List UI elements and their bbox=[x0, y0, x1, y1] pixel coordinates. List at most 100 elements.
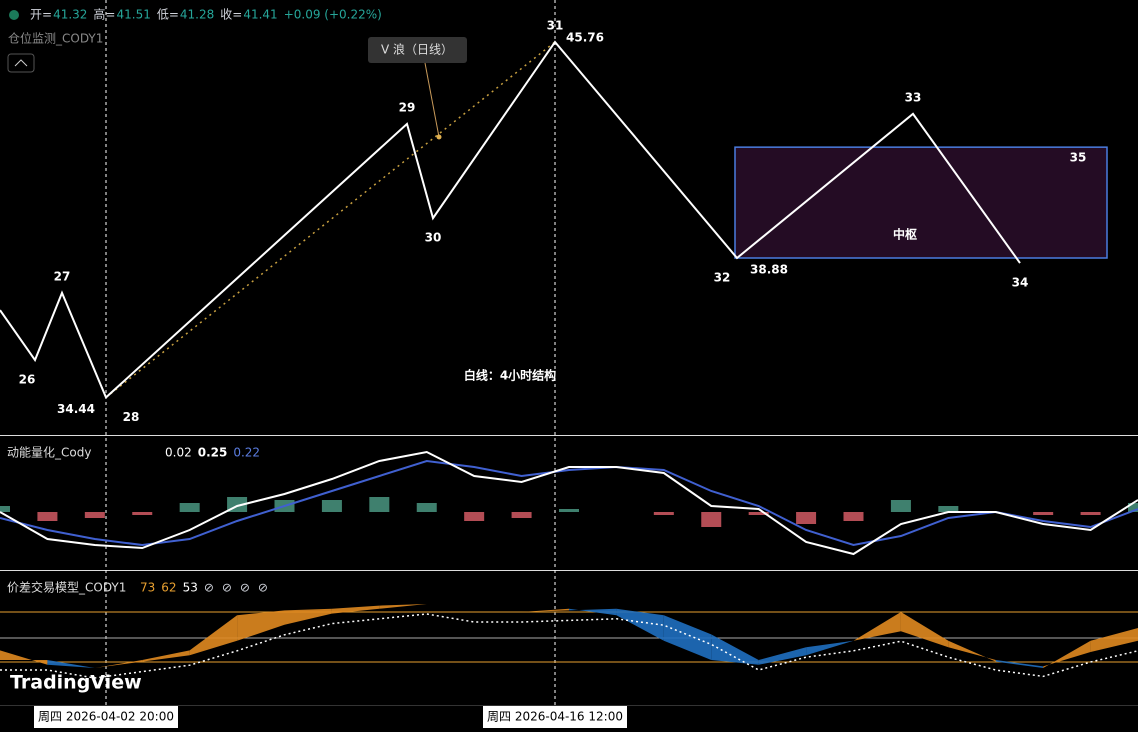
spread-fill bbox=[94, 660, 143, 668]
ohlc-label: 开= bbox=[30, 8, 52, 22]
histogram-bar bbox=[1080, 512, 1101, 515]
ohlc-value: 41.51 bbox=[116, 8, 150, 22]
histogram-bar bbox=[890, 500, 911, 512]
histogram-bar bbox=[1128, 503, 1138, 512]
pane-name: 价差交易模型_CODY1 bbox=[7, 580, 126, 595]
momentum-slow bbox=[0, 459, 1138, 547]
pivot-label: 26 bbox=[19, 373, 36, 387]
histogram-bar bbox=[938, 506, 959, 512]
status-dot bbox=[9, 10, 19, 20]
spread-fill bbox=[379, 604, 427, 609]
center-label: 中枢 bbox=[893, 227, 917, 242]
histogram-bar bbox=[84, 512, 105, 518]
wave-label-box bbox=[368, 37, 467, 63]
histogram-bar bbox=[748, 512, 769, 515]
annotation-pointer bbox=[424, 62, 440, 138]
spread-fill bbox=[237, 610, 285, 641]
histogram-bar bbox=[369, 497, 390, 512]
ohlc-value: 41.41 bbox=[243, 8, 277, 22]
pivot-label: 28 bbox=[123, 410, 140, 424]
annotation-dot bbox=[436, 134, 442, 140]
histogram-bar bbox=[321, 500, 342, 512]
histogram-bar bbox=[559, 509, 579, 512]
spread-fill bbox=[853, 612, 901, 641]
ohlc-label: 低= bbox=[157, 8, 179, 22]
price-label: 34.44 bbox=[57, 402, 95, 416]
spread-fill bbox=[616, 608, 664, 641]
logo: TradingView bbox=[10, 672, 142, 694]
chevron bbox=[14, 59, 28, 67]
histogram-bar bbox=[37, 512, 58, 521]
indicator-name: 仓位监测_CODY1 bbox=[8, 31, 103, 46]
spread-fill bbox=[948, 640, 996, 662]
histogram-bar bbox=[796, 512, 817, 524]
ohlc-value: 41.28 bbox=[180, 8, 214, 22]
pivot-label: 33 bbox=[905, 90, 922, 104]
spread-fill bbox=[284, 608, 332, 625]
pivot-label: 34 bbox=[1012, 276, 1029, 290]
pivot-label: 30 bbox=[425, 231, 442, 245]
flag: ⊘ bbox=[258, 581, 268, 595]
price-label: 38.88 bbox=[750, 263, 788, 277]
ohlc-value: 41.32 bbox=[53, 8, 87, 22]
spread-fill bbox=[569, 608, 617, 616]
histogram-bar bbox=[511, 512, 532, 518]
pivot-label: 29 bbox=[399, 100, 416, 114]
reading: 0.22 bbox=[233, 446, 260, 460]
time-label-box bbox=[483, 706, 627, 728]
histogram-bar bbox=[132, 512, 153, 515]
note: 白线：4小时结构 bbox=[464, 368, 556, 383]
spread-fill bbox=[1090, 628, 1138, 652]
change: +0.09 (+0.22%) bbox=[284, 8, 382, 22]
flag: ⊘ bbox=[240, 581, 250, 595]
spread-fill bbox=[331, 605, 380, 614]
histogram-bar bbox=[0, 506, 10, 512]
histogram-bar bbox=[416, 503, 437, 512]
pivot-label: 32 bbox=[714, 271, 731, 285]
pivot-label: 35 bbox=[1070, 151, 1087, 165]
histogram-bar bbox=[1033, 512, 1054, 515]
pivot-label: 27 bbox=[54, 269, 71, 283]
center-box bbox=[734, 146, 1108, 259]
reading: 53 bbox=[183, 581, 198, 595]
flag: ⊘ bbox=[222, 581, 232, 595]
spread-fill bbox=[521, 608, 569, 612]
spread-fill bbox=[142, 650, 190, 662]
spread-fill bbox=[758, 647, 807, 665]
histogram-bar bbox=[701, 512, 722, 527]
histogram-bar bbox=[179, 503, 200, 512]
spread-fill bbox=[711, 634, 759, 665]
spread-fill bbox=[0, 650, 48, 665]
time-label: 周四 2026-04-16 12:00 bbox=[487, 710, 623, 724]
ohlc-label: 收= bbox=[220, 8, 242, 22]
momentum-fast bbox=[0, 450, 1138, 556]
ohlc-label: 高= bbox=[93, 7, 115, 22]
pane-name: 动能量化_Cody bbox=[7, 446, 91, 460]
spread-fill bbox=[995, 660, 1044, 668]
spread-fill bbox=[47, 660, 95, 668]
histogram-bar bbox=[464, 512, 485, 521]
collapse-button[interactable] bbox=[7, 53, 35, 73]
histogram-bar bbox=[653, 512, 674, 515]
reading: 0.02 bbox=[165, 446, 192, 460]
flag: ⊘ bbox=[204, 581, 214, 595]
spread-fill bbox=[663, 615, 712, 660]
time-label: 周四 2026-04-02 20:00 bbox=[38, 710, 174, 724]
spread-slow bbox=[0, 613, 1138, 679]
spread-fill bbox=[806, 640, 854, 656]
spread-fill bbox=[189, 615, 238, 656]
pivot-label: 31 bbox=[547, 18, 564, 32]
histogram-bar bbox=[843, 512, 864, 521]
reading: 62 bbox=[161, 581, 176, 595]
wave-label: V 浪（日线） bbox=[381, 42, 453, 57]
reading: 73 bbox=[140, 581, 155, 595]
price-label: 45.76 bbox=[566, 30, 604, 44]
spread-fill bbox=[900, 612, 949, 648]
time-label-box bbox=[34, 706, 178, 728]
spread-fill bbox=[1043, 640, 1091, 668]
zigzag bbox=[0, 40, 1021, 400]
reading: 0.25 bbox=[198, 446, 228, 460]
